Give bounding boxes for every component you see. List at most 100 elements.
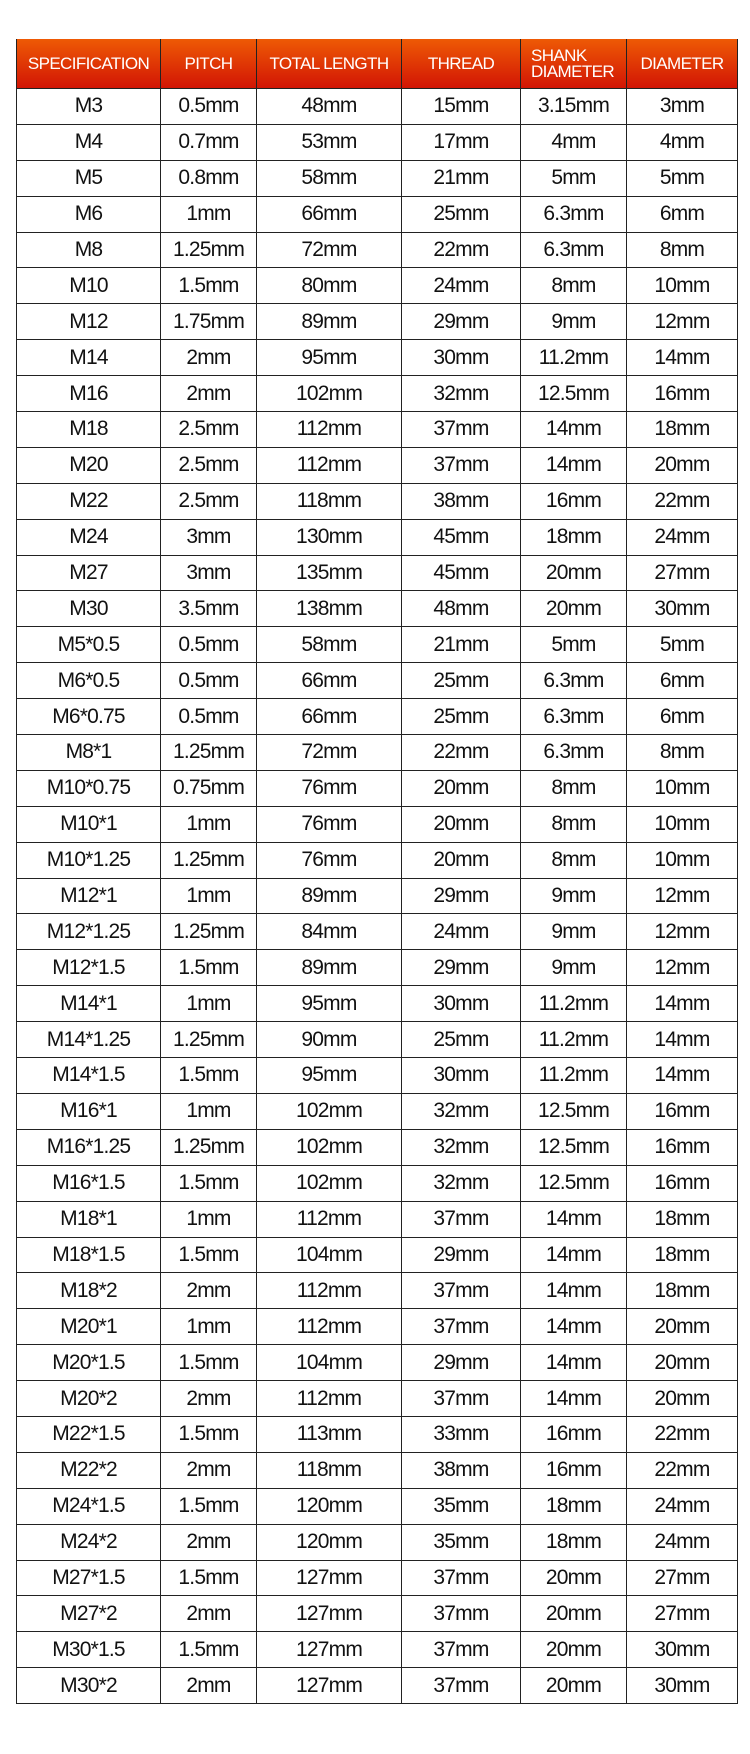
cell-total-length: 80mm bbox=[256, 267, 402, 305]
cell-shank-diameter: 8mm bbox=[520, 267, 627, 305]
cell-total-length: 76mm bbox=[256, 769, 402, 807]
cell-shank-diameter: 20mm bbox=[520, 590, 627, 628]
cell-thread: 17mm bbox=[401, 123, 521, 161]
cell-diameter: 14mm bbox=[626, 1057, 738, 1094]
cell-thread: 30mm bbox=[401, 339, 521, 377]
cell-specification: M10*1.25 bbox=[16, 841, 161, 879]
cell-shank-diameter: 14mm bbox=[520, 411, 627, 448]
cell-specification: M22*2 bbox=[16, 1451, 161, 1489]
cell-total-length: 66mm bbox=[256, 662, 402, 700]
cell-specification: M18*2 bbox=[16, 1272, 161, 1310]
cell-diameter: 6mm bbox=[626, 698, 738, 736]
cell-thread: 37mm bbox=[401, 1272, 521, 1310]
cell-total-length: 102mm bbox=[256, 1092, 402, 1130]
table-row: M20*1 1mm 112mm 37mm 14mm 20mm bbox=[16, 1308, 738, 1346]
cell-shank-diameter: 11.2mm bbox=[520, 339, 627, 377]
cell-thread: 30mm bbox=[401, 1057, 521, 1094]
cell-pitch: 1.25mm bbox=[160, 1021, 257, 1059]
table-row: M12 1.75mm 89mm 29mm 9mm 12mm bbox=[16, 303, 738, 341]
cell-specification: M27 bbox=[16, 554, 161, 592]
cell-diameter: 4mm bbox=[626, 123, 738, 161]
cell-pitch: 2mm bbox=[160, 1667, 257, 1705]
cell-thread: 29mm bbox=[401, 1236, 521, 1274]
header-thread: THREAD bbox=[401, 39, 521, 89]
cell-shank-diameter: 5mm bbox=[520, 159, 627, 197]
table-row: M16*1.25 1.25mm 102mm 32mm 12.5mm 16mm bbox=[16, 1128, 738, 1166]
cell-diameter: 10mm bbox=[626, 841, 738, 879]
cell-thread: 21mm bbox=[401, 626, 521, 664]
cell-thread: 37mm bbox=[401, 1200, 521, 1238]
cell-total-length: 112mm bbox=[256, 1380, 402, 1417]
cell-pitch: 1mm bbox=[160, 1308, 257, 1346]
cell-diameter: 20mm bbox=[626, 1380, 738, 1417]
table-row: M22*1.5 1.5mm 113mm 33mm 16mm 22mm bbox=[16, 1415, 738, 1453]
cell-pitch: 0.5mm bbox=[160, 698, 257, 736]
cell-thread: 37mm bbox=[401, 1595, 521, 1633]
cell-specification: M18*1.5 bbox=[16, 1236, 161, 1274]
cell-diameter: 16mm bbox=[626, 375, 738, 413]
cell-total-length: 89mm bbox=[256, 949, 402, 987]
cell-shank-diameter: 8mm bbox=[520, 805, 627, 843]
table-row: M20*1.5 1.5mm 104mm 29mm 14mm 20mm bbox=[16, 1344, 738, 1382]
table-row: M27*2 2mm 127mm 37mm 20mm 27mm bbox=[16, 1595, 738, 1633]
cell-total-length: 102mm bbox=[256, 1164, 402, 1202]
cell-total-length: 53mm bbox=[256, 123, 402, 161]
cell-total-length: 120mm bbox=[256, 1523, 402, 1561]
cell-shank-diameter: 14mm bbox=[520, 1344, 627, 1382]
cell-diameter: 20mm bbox=[626, 1344, 738, 1382]
table-row: M14*1 1mm 95mm 30mm 11.2mm 14mm bbox=[16, 985, 738, 1023]
cell-total-length: 112mm bbox=[256, 1308, 402, 1346]
cell-specification: M3 bbox=[16, 88, 161, 125]
cell-specification: M20*1.5 bbox=[16, 1344, 161, 1382]
cell-thread: 32mm bbox=[401, 1164, 521, 1202]
cell-thread: 29mm bbox=[401, 877, 521, 915]
cell-thread: 45mm bbox=[401, 518, 521, 556]
cell-pitch: 2.5mm bbox=[160, 446, 257, 484]
cell-thread: 33mm bbox=[401, 1415, 521, 1453]
cell-diameter: 12mm bbox=[626, 877, 738, 915]
cell-total-length: 112mm bbox=[256, 1200, 402, 1238]
cell-total-length: 104mm bbox=[256, 1344, 402, 1382]
cell-pitch: 1.25mm bbox=[160, 913, 257, 951]
cell-diameter: 8mm bbox=[626, 231, 738, 269]
cell-shank-diameter: 4mm bbox=[520, 123, 627, 161]
cell-shank-diameter: 14mm bbox=[520, 1236, 627, 1274]
table-row: M5 0.8mm 58mm 21mm 5mm 5mm bbox=[16, 159, 738, 197]
cell-specification: M16*1 bbox=[16, 1092, 161, 1130]
table-row: M16*1 1mm 102mm 32mm 12.5mm 16mm bbox=[16, 1092, 738, 1130]
cell-total-length: 135mm bbox=[256, 554, 402, 592]
cell-thread: 38mm bbox=[401, 1451, 521, 1489]
table-row: M16*1.5 1.5mm 102mm 32mm 12.5mm 16mm bbox=[16, 1164, 738, 1202]
cell-shank-diameter: 14mm bbox=[520, 1272, 627, 1310]
cell-thread: 29mm bbox=[401, 303, 521, 341]
cell-diameter: 22mm bbox=[626, 1415, 738, 1453]
table-row: M14*1.25 1.25mm 90mm 25mm 11.2mm 14mm bbox=[16, 1021, 738, 1059]
cell-diameter: 6mm bbox=[626, 662, 738, 700]
cell-total-length: 95mm bbox=[256, 1057, 402, 1094]
table-row: M18*1.5 1.5mm 104mm 29mm 14mm 18mm bbox=[16, 1236, 738, 1274]
cell-specification: M16 bbox=[16, 375, 161, 413]
cell-specification: M27*1.5 bbox=[16, 1559, 161, 1597]
cell-thread: 29mm bbox=[401, 1344, 521, 1382]
cell-pitch: 1.25mm bbox=[160, 734, 257, 771]
cell-shank-diameter: 16mm bbox=[520, 482, 627, 520]
cell-shank-diameter: 9mm bbox=[520, 913, 627, 951]
cell-diameter: 22mm bbox=[626, 482, 738, 520]
cell-shank-diameter: 12.5mm bbox=[520, 375, 627, 413]
cell-thread: 32mm bbox=[401, 1128, 521, 1166]
cell-pitch: 0.75mm bbox=[160, 769, 257, 807]
cell-total-length: 95mm bbox=[256, 985, 402, 1023]
cell-specification: M16*1.5 bbox=[16, 1164, 161, 1202]
cell-specification: M8 bbox=[16, 231, 161, 269]
cell-shank-diameter: 11.2mm bbox=[520, 985, 627, 1023]
cell-specification: M5 bbox=[16, 159, 161, 197]
cell-thread: 37mm bbox=[401, 1308, 521, 1346]
cell-diameter: 30mm bbox=[626, 590, 738, 628]
table-row: M12*1 1mm 89mm 29mm 9mm 12mm bbox=[16, 877, 738, 915]
cell-diameter: 30mm bbox=[626, 1631, 738, 1669]
cell-total-length: 95mm bbox=[256, 339, 402, 377]
cell-diameter: 12mm bbox=[626, 913, 738, 951]
cell-pitch: 0.7mm bbox=[160, 123, 257, 161]
cell-diameter: 3mm bbox=[626, 88, 738, 125]
cell-specification: M6 bbox=[16, 195, 161, 233]
